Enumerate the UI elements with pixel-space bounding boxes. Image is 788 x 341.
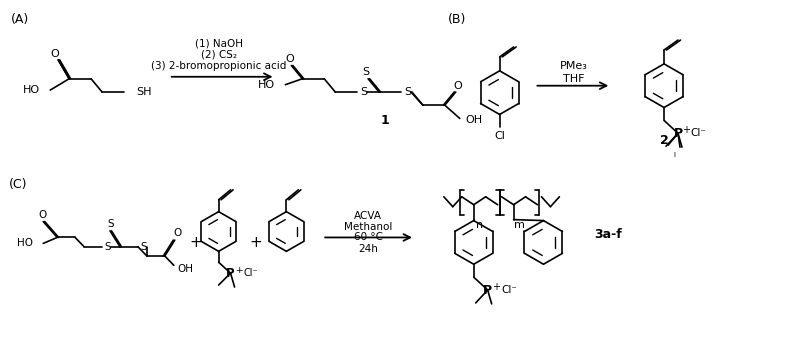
Text: S: S bbox=[404, 87, 411, 97]
Text: 1: 1 bbox=[381, 114, 389, 127]
Text: SH: SH bbox=[136, 87, 151, 97]
Text: (2) CS₂: (2) CS₂ bbox=[201, 50, 236, 60]
Text: +: + bbox=[682, 125, 690, 135]
Text: PMe₃: PMe₃ bbox=[559, 61, 587, 71]
Text: n: n bbox=[476, 220, 483, 229]
Text: +: + bbox=[235, 266, 242, 275]
Text: O: O bbox=[285, 54, 294, 63]
Text: (B): (B) bbox=[448, 13, 466, 26]
Text: 24h: 24h bbox=[359, 244, 378, 254]
Text: 2: 2 bbox=[660, 134, 668, 147]
Text: P: P bbox=[226, 267, 235, 280]
Text: +: + bbox=[189, 235, 202, 250]
Text: Cl: Cl bbox=[494, 131, 505, 141]
Text: +: + bbox=[492, 282, 500, 292]
Text: OH: OH bbox=[178, 264, 194, 274]
Text: HO: HO bbox=[17, 238, 33, 248]
Text: (A): (A) bbox=[11, 13, 30, 26]
Text: P: P bbox=[674, 127, 682, 140]
Text: Cl⁻: Cl⁻ bbox=[502, 285, 518, 295]
Text: I: I bbox=[673, 152, 675, 158]
Text: S: S bbox=[105, 242, 111, 252]
Text: (3) 2-bromopropionic acid: (3) 2-bromopropionic acid bbox=[151, 61, 286, 71]
Text: S: S bbox=[108, 219, 114, 229]
Text: (1) NaOH: (1) NaOH bbox=[195, 38, 243, 48]
Text: THF: THF bbox=[563, 74, 584, 84]
Text: HO: HO bbox=[23, 85, 40, 95]
Text: O: O bbox=[173, 228, 182, 238]
Text: O: O bbox=[50, 49, 60, 59]
Text: Cl⁻: Cl⁻ bbox=[690, 128, 706, 138]
Text: m: m bbox=[514, 220, 525, 229]
Text: Cl⁻: Cl⁻ bbox=[243, 268, 258, 278]
Text: P: P bbox=[483, 283, 492, 297]
Text: ACVA: ACVA bbox=[354, 211, 382, 221]
Text: HO: HO bbox=[258, 80, 276, 90]
Text: +: + bbox=[249, 235, 262, 250]
Text: S: S bbox=[362, 67, 370, 77]
Text: O: O bbox=[38, 210, 46, 220]
Text: Methanol: Methanol bbox=[344, 222, 392, 232]
Text: 3a-f: 3a-f bbox=[594, 228, 622, 241]
Text: 60 °C: 60 °C bbox=[354, 233, 383, 242]
Text: (C): (C) bbox=[9, 178, 28, 191]
Text: S: S bbox=[140, 242, 147, 252]
Text: S: S bbox=[361, 87, 368, 97]
Text: OH: OH bbox=[466, 115, 483, 125]
Text: O: O bbox=[453, 81, 462, 91]
